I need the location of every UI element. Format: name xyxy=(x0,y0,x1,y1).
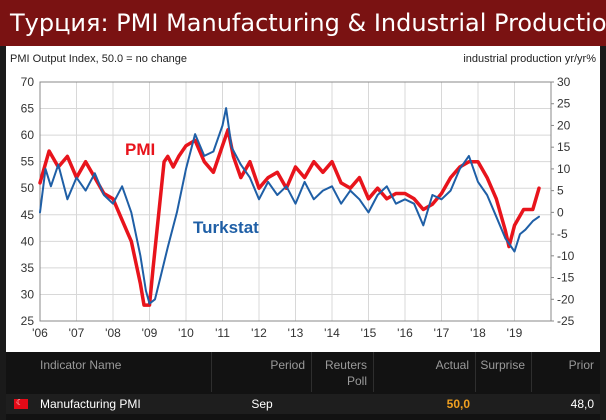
x-tick-label: '10 xyxy=(178,326,194,340)
header-prior: Prior xyxy=(568,358,594,372)
annotation-turkstat: Turkstat xyxy=(193,218,259,237)
y-left-tick-label: 55 xyxy=(21,155,35,169)
series-line-pmi xyxy=(38,128,541,307)
x-tick-label: '08 xyxy=(105,326,121,340)
left-axis-label: PMI Output Index, 50.0 = no change xyxy=(10,53,187,65)
table-header: Indicator Name Period Reuters Poll Actua… xyxy=(6,352,600,392)
plot-border xyxy=(39,81,552,322)
right-axis-label: industrial production yr/yr% xyxy=(463,53,596,65)
y-right-tick-label: -10 xyxy=(557,249,575,263)
x-tick-label: '17 xyxy=(434,326,450,340)
x-tick-label: '13 xyxy=(288,326,304,340)
header-reuters-poll: Reuters Poll xyxy=(312,352,374,392)
y-right-tick-label: -15 xyxy=(557,271,575,285)
x-tick-label: '15 xyxy=(361,326,377,340)
annotation-pmi: PMI xyxy=(125,140,155,159)
series-line-turkstat xyxy=(39,107,540,305)
page-title: Турция: PMI Manufacturing & Industrial P… xyxy=(0,0,606,46)
y-left-tick-label: 60 xyxy=(21,128,35,142)
cell-period: Sep xyxy=(251,397,273,411)
x-tick-label: '12 xyxy=(251,326,267,340)
pmi-chart: PMI Output Index, 50.0 = no change indust… xyxy=(10,53,596,340)
cell-prior: 48,0 xyxy=(570,397,594,411)
x-tick-label: '18 xyxy=(470,326,486,340)
header-actual: Actual xyxy=(374,352,476,392)
y-left-tick-label: 25 xyxy=(21,314,35,328)
cell-indicator: Manufacturing PMI xyxy=(40,397,141,411)
y-right-tick-label: 10 xyxy=(557,162,571,176)
x-tick-label: '07 xyxy=(69,326,85,340)
y-right-tick-label: 25 xyxy=(557,97,571,111)
cell-actual: 50,0 xyxy=(446,397,470,411)
cell-reuters-poll xyxy=(312,394,374,414)
y-right-tick-label: 30 xyxy=(557,75,571,89)
y-right-tick-label: -5 xyxy=(557,227,568,241)
y-right-tick-label: -20 xyxy=(557,292,575,306)
y-right-tick-label: -25 xyxy=(557,314,575,328)
turkey-flag-icon: ☾ xyxy=(14,398,28,409)
y-left-tick-label: 30 xyxy=(21,287,35,301)
y-left-tick-label: 70 xyxy=(21,75,35,89)
y-left-tick-label: 45 xyxy=(21,208,35,222)
header-surprise: Surprise xyxy=(476,352,532,392)
x-tick-label: '16 xyxy=(397,326,413,340)
x-tick-label: '19 xyxy=(507,326,523,340)
table-row[interactable]: ☾ Manufacturing PMI Sep 50,0 48,0 xyxy=(6,394,600,414)
y-left-tick-label: 50 xyxy=(21,181,35,195)
y-right-tick-label: 15 xyxy=(557,140,571,154)
data-table: Indicator Name Period Reuters Poll Actua… xyxy=(6,352,600,420)
x-tick-label: '06 xyxy=(32,326,48,340)
x-tick-label: '14 xyxy=(324,326,340,340)
y-right-tick-label: 0 xyxy=(557,205,564,219)
cell-surprise xyxy=(476,394,532,414)
x-tick-label: '11 xyxy=(215,326,230,340)
chart-area: PMI Output Index, 50.0 = no change indust… xyxy=(6,46,600,352)
header-period: Period xyxy=(212,352,312,392)
y-left-tick-label: 65 xyxy=(21,102,35,116)
y-left-tick-label: 40 xyxy=(21,234,35,248)
y-right-tick-label: 5 xyxy=(557,184,564,198)
y-right-tick-label: 20 xyxy=(557,118,571,132)
y-left-tick-label: 35 xyxy=(21,261,35,275)
x-tick-label: '09 xyxy=(142,326,158,340)
header-indicator-name: Indicator Name xyxy=(6,352,212,392)
